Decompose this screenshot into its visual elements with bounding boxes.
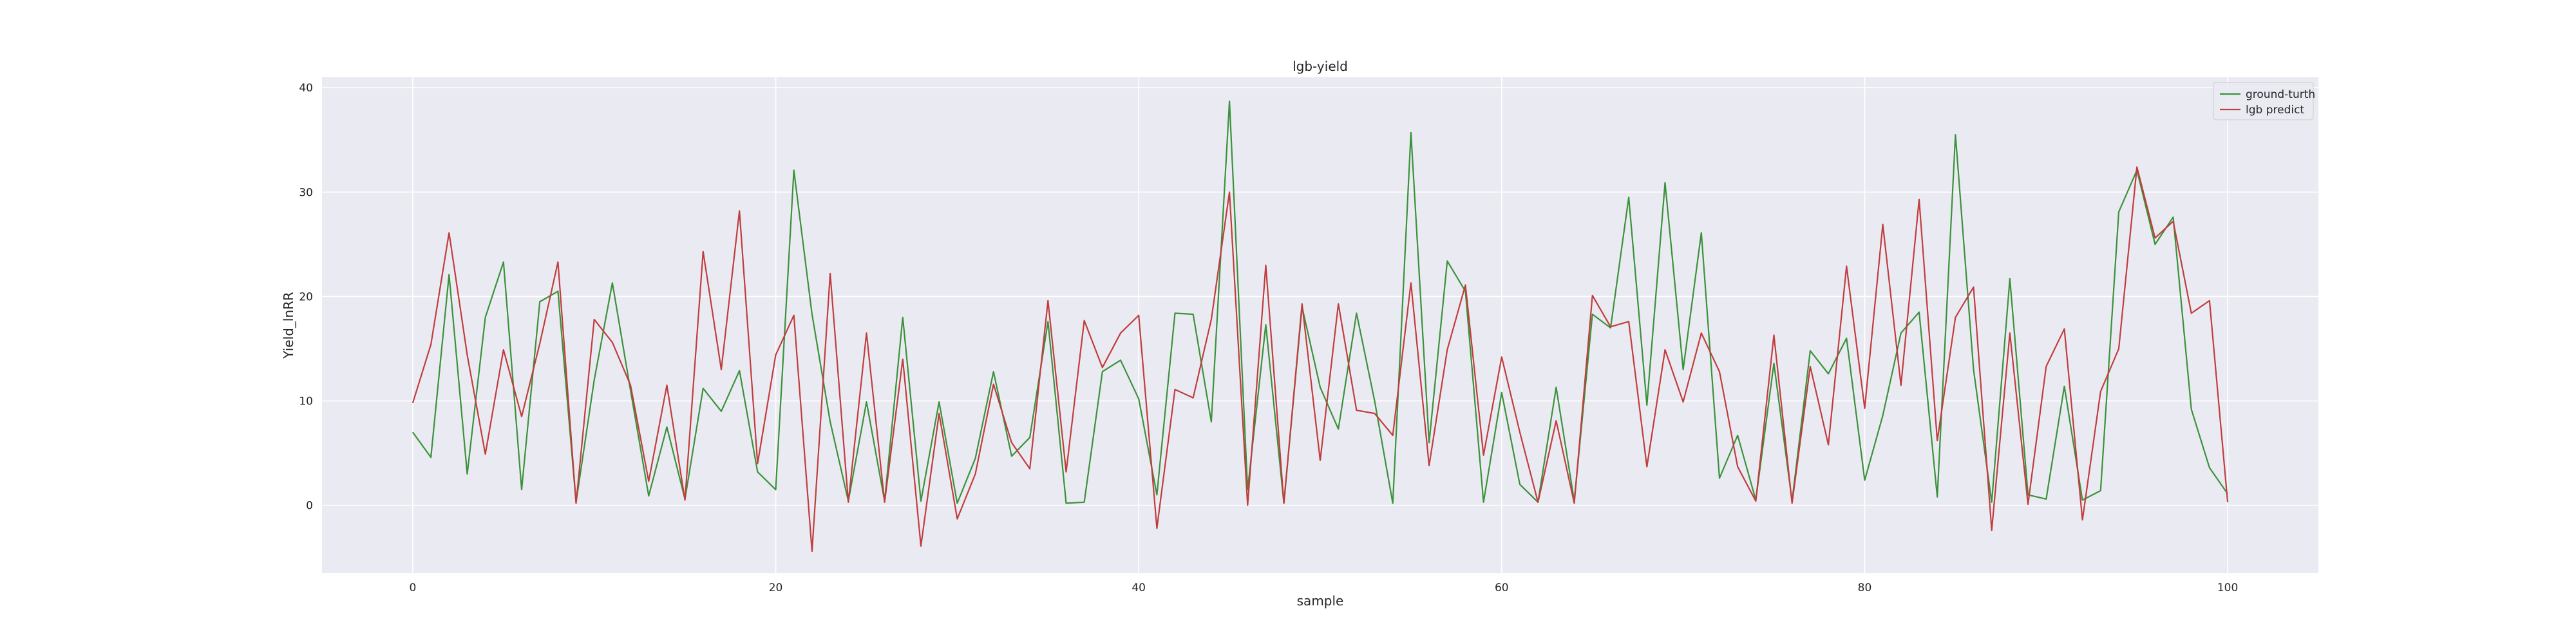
legend: ground-turth lgb predict — [2213, 82, 2315, 120]
y-tick-label: 20 — [299, 290, 313, 303]
series-line-lgb-predict — [412, 166, 2229, 553]
grid-lines — [322, 77, 2318, 573]
y-tick-label: 40 — [299, 82, 313, 95]
legend-label: ground-turth — [2246, 88, 2315, 101]
series-line-ground-turth — [412, 100, 2229, 504]
x-axis-label: sample — [1297, 593, 1344, 609]
y-tick-label: 0 — [306, 500, 313, 513]
x-tick-labels: 0 20 40 60 80 100 — [409, 582, 2238, 594]
y-axis-label: Yield_lnRR — [281, 292, 296, 359]
x-tick-label: 0 — [409, 582, 416, 594]
x-tick-label: 100 — [2217, 582, 2238, 594]
plot-area — [322, 77, 2318, 573]
chart-title: lgb-yield — [1293, 59, 1348, 74]
y-tick-label: 10 — [299, 395, 313, 408]
legend-box — [2213, 82, 2314, 120]
x-tick-label: 40 — [1132, 582, 1146, 594]
x-tick-label: 80 — [1858, 582, 1872, 594]
x-tick-label: 60 — [1495, 582, 1509, 594]
x-tick-label: 20 — [769, 582, 783, 594]
y-tick-label: 30 — [299, 186, 313, 199]
series-layer — [412, 100, 2229, 553]
y-tick-labels: 0 10 20 30 40 — [299, 82, 313, 512]
legend-label: lgb predict — [2246, 104, 2304, 117]
